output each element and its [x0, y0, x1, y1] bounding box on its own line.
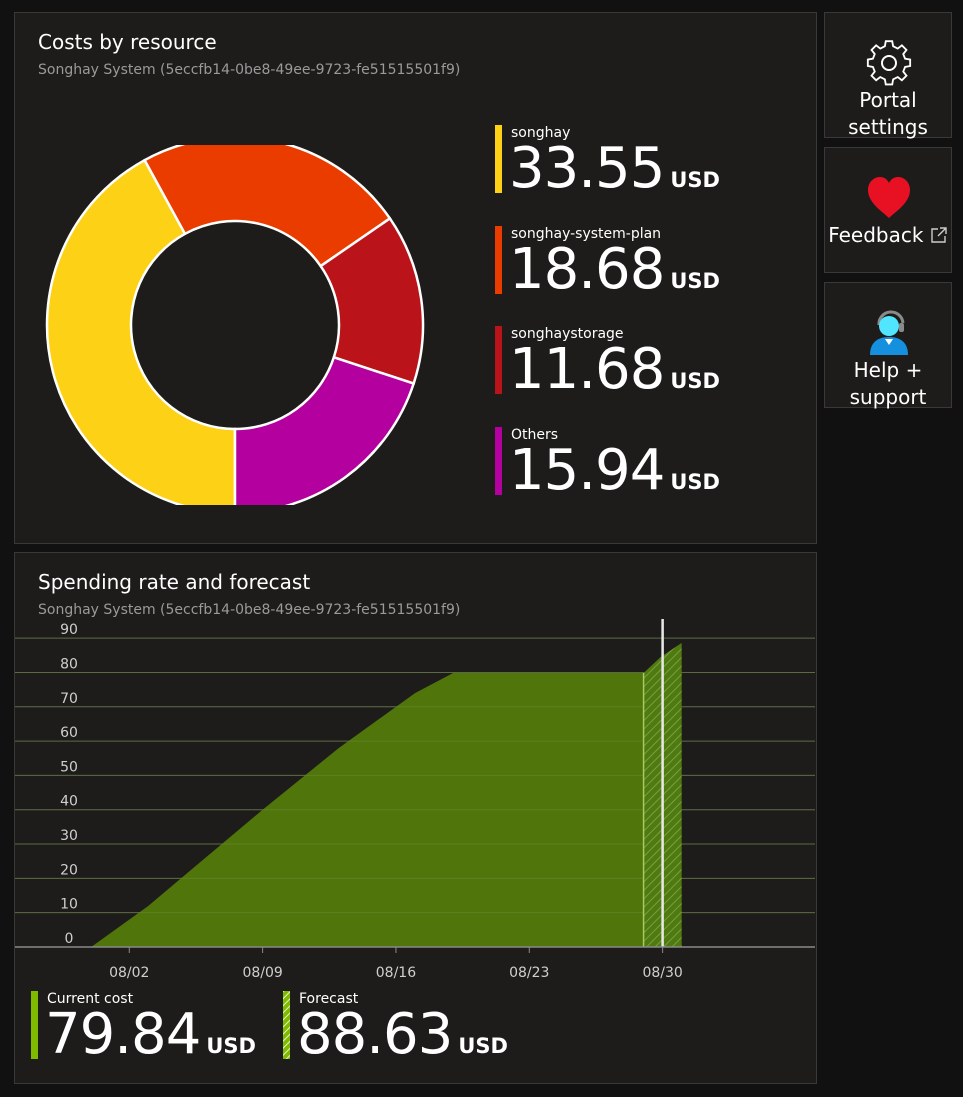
legend-name: songhay — [511, 125, 571, 141]
y-tick-label: 30 — [60, 828, 78, 844]
y-tick-label: 50 — [60, 759, 78, 775]
legend-amount: 33.55 USD — [509, 139, 720, 199]
legend-amount: 18.68 USD — [509, 240, 720, 300]
legend-name: Others — [511, 427, 559, 443]
external-link-icon — [931, 227, 947, 243]
legend-value: 18.68 — [509, 237, 665, 302]
current-cost-amount: 79.84 USD — [45, 1005, 256, 1065]
current-cost-value: 79.84 — [45, 1002, 201, 1067]
portal-settings-line1: Portal — [859, 88, 917, 112]
forecast-unit: USD — [458, 1034, 508, 1058]
y-tick-label: 70 — [60, 691, 78, 707]
x-tick-label: 08/16 — [376, 965, 416, 981]
y-tick-label: 0 — [65, 931, 74, 947]
legend-name: songhay-system-plan — [511, 226, 662, 242]
legend-value: 15.94 — [509, 438, 665, 503]
donut-slice-songhay[interactable] — [45, 158, 237, 505]
x-tick-label: 08/23 — [509, 965, 549, 981]
legend-name: songhaystorage — [511, 326, 624, 342]
legend-amount: 11.68 USD — [509, 340, 720, 400]
spending-rate-tile[interactable]: Spending rate and forecast Songhay Syste… — [14, 552, 817, 1084]
costs-by-resource-tile[interactable]: Costs by resource Songhay System (5eccfb… — [14, 12, 817, 544]
current-cost-swatch — [31, 991, 38, 1059]
spending-tile-subtitle: Songhay System (5eccfb14-0be8-49ee-9723-… — [38, 602, 461, 618]
feedback-label-row: Feedback — [825, 222, 951, 249]
legend-value: 33.55 — [509, 136, 665, 201]
forecast-amount: 88.63 USD — [297, 1005, 508, 1065]
y-tick-label: 20 — [60, 862, 78, 878]
legend-swatch — [495, 226, 502, 294]
forecast-swatch — [283, 991, 290, 1059]
help-support-line2: support — [849, 385, 927, 409]
legend-swatch — [495, 125, 502, 193]
legend-unit: USD — [670, 269, 720, 293]
forecast-label: Forecast — [299, 991, 359, 1007]
legend-swatch — [495, 427, 502, 495]
help-support-line1: Help + — [853, 358, 923, 382]
current-cost-label: Current cost — [47, 991, 134, 1007]
y-tick-label: 10 — [60, 897, 78, 913]
gear-icon — [866, 40, 912, 86]
legend-unit: USD — [670, 369, 720, 393]
x-tick-label: 08/30 — [642, 965, 682, 981]
spending-area-chart: 0 10 20 30 40 50 60 70 80 90 08/02 08/09 08/16 08/23 0… — [15, 619, 815, 981]
spending-tile-title: Spending rate and forecast — [38, 570, 311, 594]
costs-tile-title: Costs by resource — [38, 30, 217, 54]
portal-settings-line2: settings — [848, 115, 928, 139]
costs-tile-subtitle: Songhay System (5eccfb14-0be8-49ee-9723-… — [38, 62, 461, 78]
y-tick-label: 60 — [60, 725, 78, 741]
feedback-label: Feedback — [828, 223, 924, 247]
legend-value: 11.68 — [509, 337, 665, 402]
legend-swatch — [495, 326, 502, 394]
help-support-label: Help + support — [825, 357, 951, 411]
feedback-tile[interactable]: Feedback — [824, 147, 952, 273]
donut-slice-songhay-system-plan[interactable] — [142, 145, 392, 268]
portal-settings-tile[interactable]: Portal settings — [824, 12, 952, 141]
donut-slice-Others[interactable] — [233, 355, 416, 505]
y-tick-label: 90 — [60, 622, 78, 638]
help-support-tile[interactable]: Help + support — [824, 282, 952, 411]
y-tick-label: 80 — [60, 656, 78, 672]
cost-donut-chart — [45, 145, 425, 505]
y-tick-label: 40 — [60, 794, 78, 810]
x-tick-label: 08/02 — [109, 965, 149, 981]
forecast-value: 88.63 — [297, 1002, 453, 1067]
x-tick-label: 08/09 — [242, 965, 282, 981]
portal-settings-label: Portal settings — [825, 87, 951, 141]
legend-amount: 15.94 USD — [509, 441, 720, 501]
support-agent-icon — [870, 310, 908, 355]
legend-unit: USD — [670, 470, 720, 494]
legend-unit: USD — [670, 168, 720, 192]
heart-icon — [868, 177, 910, 218]
current-cost-unit: USD — [206, 1034, 256, 1058]
